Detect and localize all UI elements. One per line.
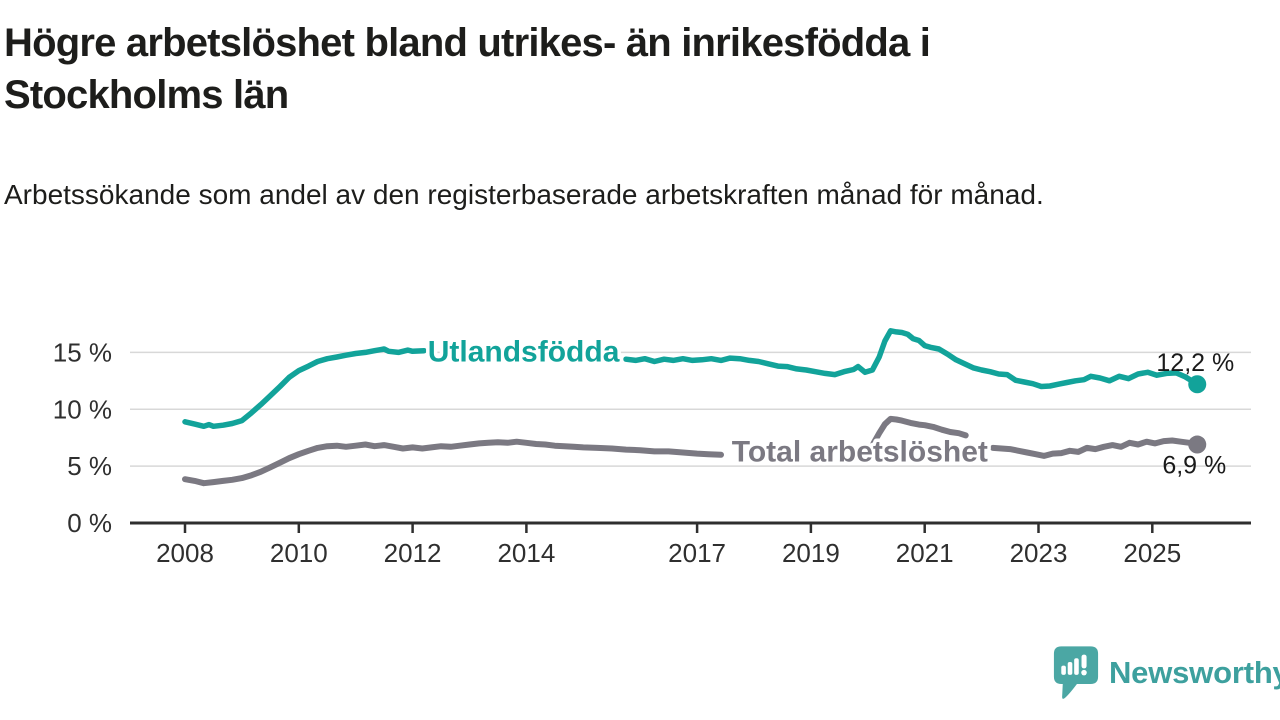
x-axis-tick-label: 2025 [1123,538,1181,568]
y-axis-tick-label: 15 % [53,337,112,367]
newsworthy-logo-icon [1053,646,1099,699]
series-line-1 [870,415,969,447]
series-end-value-label-1: 6,9 % [1162,452,1226,480]
x-axis-tick-label: 2012 [384,538,442,568]
x-axis-tick-label: 2023 [1010,538,1068,568]
x-axis-tick-label: 2008 [156,538,214,568]
newsworthy-wordmark: Newsworthy [1109,655,1280,690]
y-axis-tick-label: 0 % [67,508,112,538]
x-axis-tick-label: 2021 [896,538,954,568]
series-end-dot-0 [1188,375,1207,394]
x-axis-tick-label: 2019 [782,538,840,568]
series-line-0 [623,328,1201,390]
series-line-0 [182,346,427,430]
page-subtitle: Arbetssökande som andel av den registerb… [4,179,1044,210]
series-end-value-label-0: 12,2 % [1156,349,1234,377]
series-line-1 [182,438,724,487]
series-line-1 [990,437,1201,459]
series-label-0: Utlandsfödda [428,335,620,368]
y-axis-tick-label: 5 % [67,451,112,481]
page-title: Högre arbetslöshet bland utrikes- än inr… [4,21,931,117]
x-axis-tick-label: 2017 [668,538,726,568]
y-axis-tick-label: 10 % [53,394,112,424]
newsworthy-logo: Newsworthy [1053,646,1280,700]
x-axis-tick-label: 2014 [497,538,555,568]
x-axis-tick-label: 2010 [270,538,328,568]
series-label-1: Total arbetslöshet [732,436,988,469]
series-end-dot-1 [1188,435,1207,454]
